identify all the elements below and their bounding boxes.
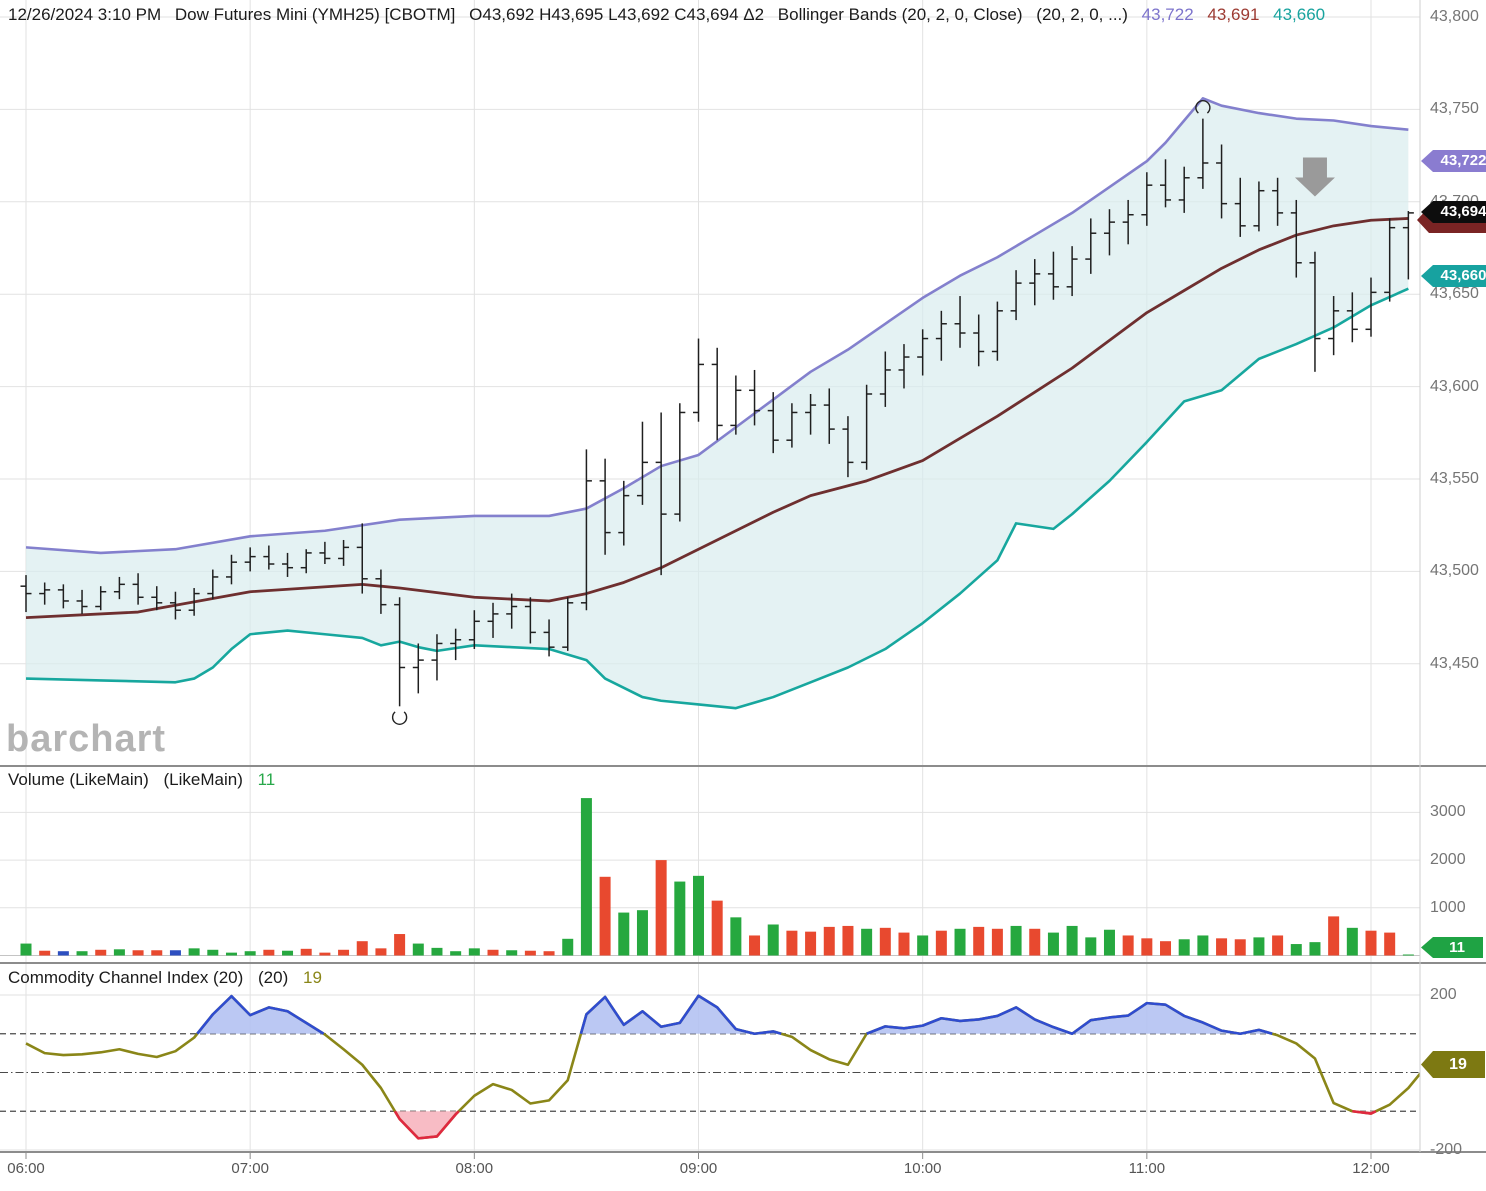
bollinger-upper-line (25, 97, 1409, 555)
time-axis-label: 10:00 (903, 1160, 942, 1177)
cci-panel (0, 994, 1420, 1140)
bollinger-lower-line (25, 287, 1409, 710)
cci-overbought-fill (580, 995, 782, 1034)
volume-panel-title: Volume (LikeMain) (LikeMain) 11 (8, 770, 285, 790)
time-axis-label: 12:00 (1352, 1160, 1390, 1177)
cci-badge: 19 (1421, 1051, 1485, 1078)
cci-title-text[interactable]: Commodity Channel Index (20) (8, 968, 244, 987)
cci-overbought-fill (866, 1003, 1273, 1034)
volume-current-value: 11 (257, 770, 276, 789)
header-study-params[interactable]: (20, 2, 0, ...) (1036, 5, 1128, 24)
session-low-marker-icon (391, 711, 408, 725)
upper-band-badge: 43,722 (1421, 150, 1486, 172)
cci-line-overbought (196, 994, 325, 1035)
header-upper-band-value: 43,722 (1141, 5, 1194, 24)
time-axis-label: 08:00 (455, 1160, 494, 1177)
cci-title-params[interactable]: (20) (258, 968, 289, 987)
session-high-marker-icon (1195, 99, 1211, 114)
cci-oversold-fill (394, 1111, 459, 1139)
ohlc-bars (20, 118, 1414, 707)
cci-axis-label: 200 (1430, 986, 1457, 1003)
header-symbol: Dow Futures Mini (YMH25) [CBOTM] (174, 5, 456, 24)
price-axis-label: 43,550 (1430, 470, 1479, 487)
volume-axis-label: 3000 (1430, 803, 1466, 821)
header-lower-band-value: 43,660 (1273, 5, 1326, 24)
time-axis-label: 07:00 (231, 1160, 269, 1177)
chart-header: 12/26/2024 3:10 PM Dow Futures Mini (YMH… (8, 5, 1325, 25)
volume-axis-label: 1000 (1430, 898, 1466, 916)
header-datetime: 12/26/2024 3:10 PM (8, 5, 162, 24)
price-panel (20, 97, 1414, 725)
cci-line-overbought (579, 994, 782, 1036)
cci-overbought-fill (197, 996, 324, 1034)
last-price-badge: 43,694 (1421, 201, 1486, 223)
price-axis-label: 43,650 (1430, 285, 1479, 303)
header-middle-band-value: 43,691 (1207, 5, 1260, 24)
header-study[interactable]: Bollinger Bands (20, 2, 0, Close) (777, 5, 1023, 24)
volume-axis-label: 2000 (1430, 851, 1466, 869)
header-ohlc: O43,692 H43,695 L43,692 C43,694 Δ2 (469, 5, 765, 24)
cci-line-oversold (1352, 1109, 1377, 1115)
time-axis-label: 11:00 (1128, 1160, 1166, 1177)
sell-signal-arrow-icon (1294, 157, 1335, 197)
bollinger-fill (26, 98, 1409, 709)
time-axis-label: 09:00 (679, 1160, 718, 1177)
cci-line-overbought (866, 1001, 1273, 1036)
cci-axis-label: -200 (1430, 1141, 1463, 1158)
price-axis-label: 43,600 (1430, 377, 1479, 395)
volume-title-params[interactable]: (LikeMain) (163, 770, 243, 789)
cci-panel-title: Commodity Channel Index (20) (20) 19 (8, 968, 332, 988)
price-axis-label: 43,800 (1430, 8, 1479, 25)
cci-line-oversold (393, 1110, 460, 1140)
lower-band-badge: 43,660 (1421, 265, 1486, 287)
price-axis-label: 43,450 (1430, 654, 1479, 672)
bollinger-middle-line (25, 217, 1409, 619)
cci-current-value: 19 (302, 968, 322, 987)
volume-badge: 11 (1421, 937, 1483, 958)
panel-separators (0, 0, 1486, 1153)
barchart-logo: barchart (6, 718, 167, 760)
volume-panel (20, 798, 1414, 956)
time-axis-label: 06:00 (7, 1160, 45, 1177)
price-axis-label: 43,500 (1430, 562, 1479, 580)
price-axis-label: 43,750 (1430, 100, 1479, 118)
volume-title-text[interactable]: Volume (LikeMain) (8, 770, 149, 789)
